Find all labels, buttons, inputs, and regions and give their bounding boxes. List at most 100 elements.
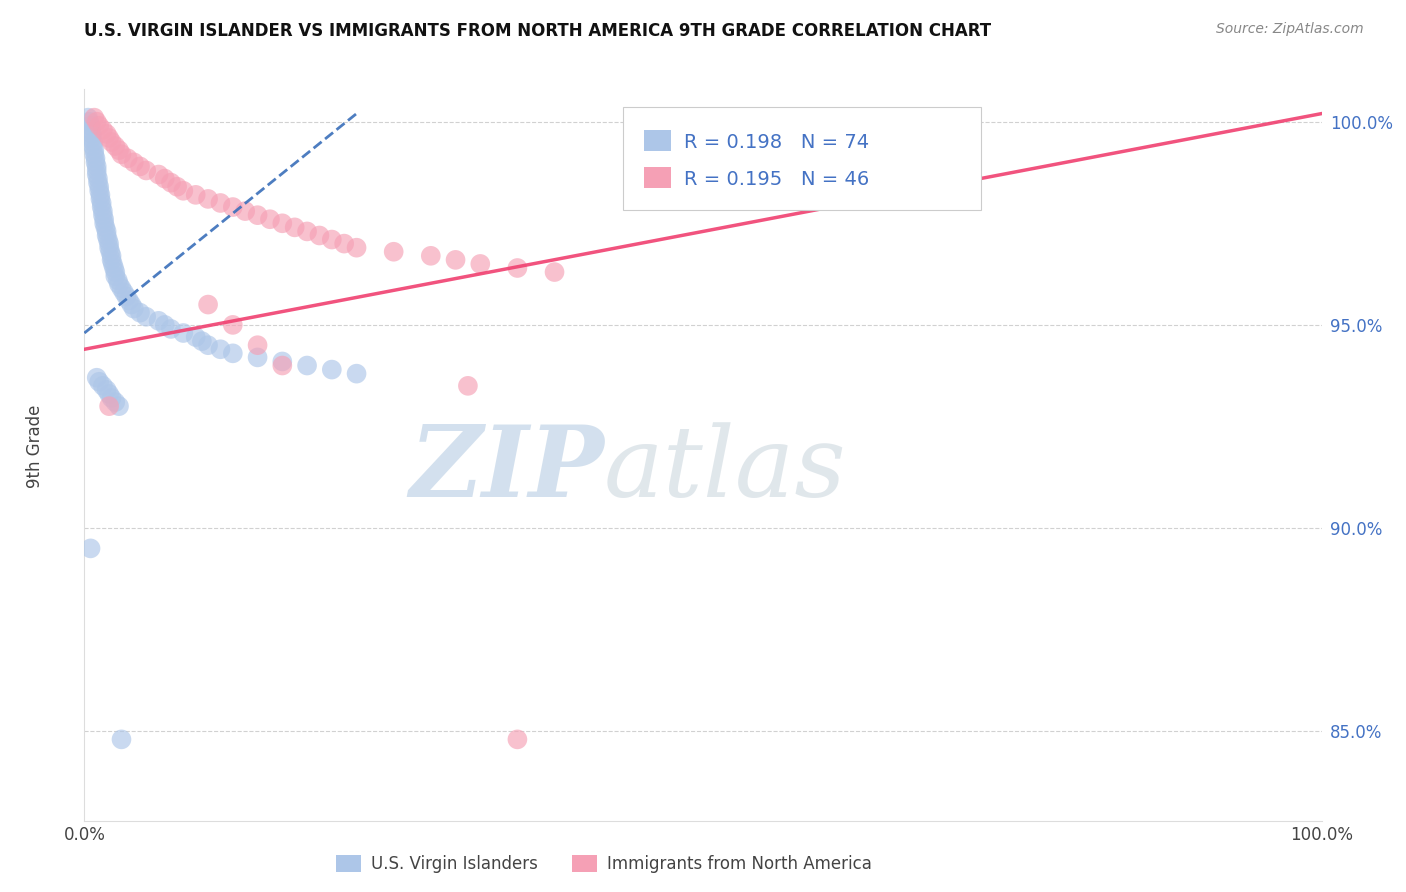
Text: Source: ZipAtlas.com: Source: ZipAtlas.com [1216,22,1364,37]
Point [543,265,565,279]
Point [160,322,183,336]
Point [98,236,121,251]
Point [153,318,176,332]
Point [129,306,152,320]
Point [104,269,127,284]
Point [80,131,103,145]
Point [122,155,145,169]
Point [86,114,108,128]
Point [233,204,256,219]
Point [172,326,194,340]
Text: R = 0.195   N = 46: R = 0.195 N = 46 [685,169,870,189]
Point [246,338,269,352]
Point [101,257,124,271]
Point [89,192,111,206]
Point [89,184,111,198]
Point [98,387,121,401]
FancyBboxPatch shape [644,167,671,188]
Text: atlas: atlas [605,422,846,517]
Point [83,147,105,161]
Point [110,732,132,747]
Point [222,200,245,214]
Point [100,252,122,267]
Point [333,236,356,251]
Point [382,244,405,259]
Point [100,391,122,405]
Point [98,131,121,145]
Point [107,273,129,287]
Point [457,379,479,393]
Point [346,241,368,255]
Point [83,111,105,125]
Point [135,310,157,324]
Point [91,123,114,137]
Point [271,216,294,230]
Point [87,176,110,190]
Point [184,187,207,202]
Point [91,379,114,393]
Point [97,233,120,247]
Point [419,249,441,263]
Point [90,200,112,214]
Point [90,196,112,211]
Point [271,354,294,368]
Point [506,732,529,747]
FancyBboxPatch shape [644,130,671,152]
Point [82,139,104,153]
Point [112,285,135,300]
Point [148,314,170,328]
Point [166,179,188,194]
Point [295,224,318,238]
Point [470,257,492,271]
Point [104,395,127,409]
Text: ZIP: ZIP [409,421,605,517]
Point [79,541,101,556]
Point [209,196,232,211]
Point [87,171,110,186]
Point [84,155,107,169]
Point [108,399,131,413]
Point [271,359,294,373]
Point [86,370,108,384]
Point [153,171,176,186]
Point [84,151,107,165]
Point [284,220,307,235]
Point [321,362,343,376]
Point [79,114,101,128]
Point [108,277,131,292]
Point [321,233,343,247]
Point [346,367,368,381]
Point [96,127,118,141]
Point [96,224,118,238]
Point [91,204,114,219]
Point [108,143,131,157]
Point [172,184,194,198]
Point [86,168,108,182]
Point [100,249,122,263]
Point [308,228,330,243]
Point [100,135,122,149]
Point [118,293,141,308]
Text: 9th Grade: 9th Grade [27,404,44,488]
Text: U.S. VIRGIN ISLANDER VS IMMIGRANTS FROM NORTH AMERICA 9TH GRADE CORRELATION CHAR: U.S. VIRGIN ISLANDER VS IMMIGRANTS FROM … [84,22,991,40]
Point [86,163,108,178]
Point [98,241,121,255]
Point [160,176,183,190]
Point [197,192,219,206]
Text: R = 0.198   N = 74: R = 0.198 N = 74 [685,133,869,153]
Point [86,160,108,174]
Point [103,260,125,275]
Point [79,123,101,137]
Point [444,252,467,267]
Point [104,265,127,279]
Point [93,216,115,230]
Point [96,228,118,243]
Point [209,343,232,357]
Point [79,119,101,133]
Point [89,375,111,389]
Point [83,143,105,157]
Point [197,338,219,352]
Point [222,346,245,360]
Point [96,383,118,397]
Point [129,160,152,174]
